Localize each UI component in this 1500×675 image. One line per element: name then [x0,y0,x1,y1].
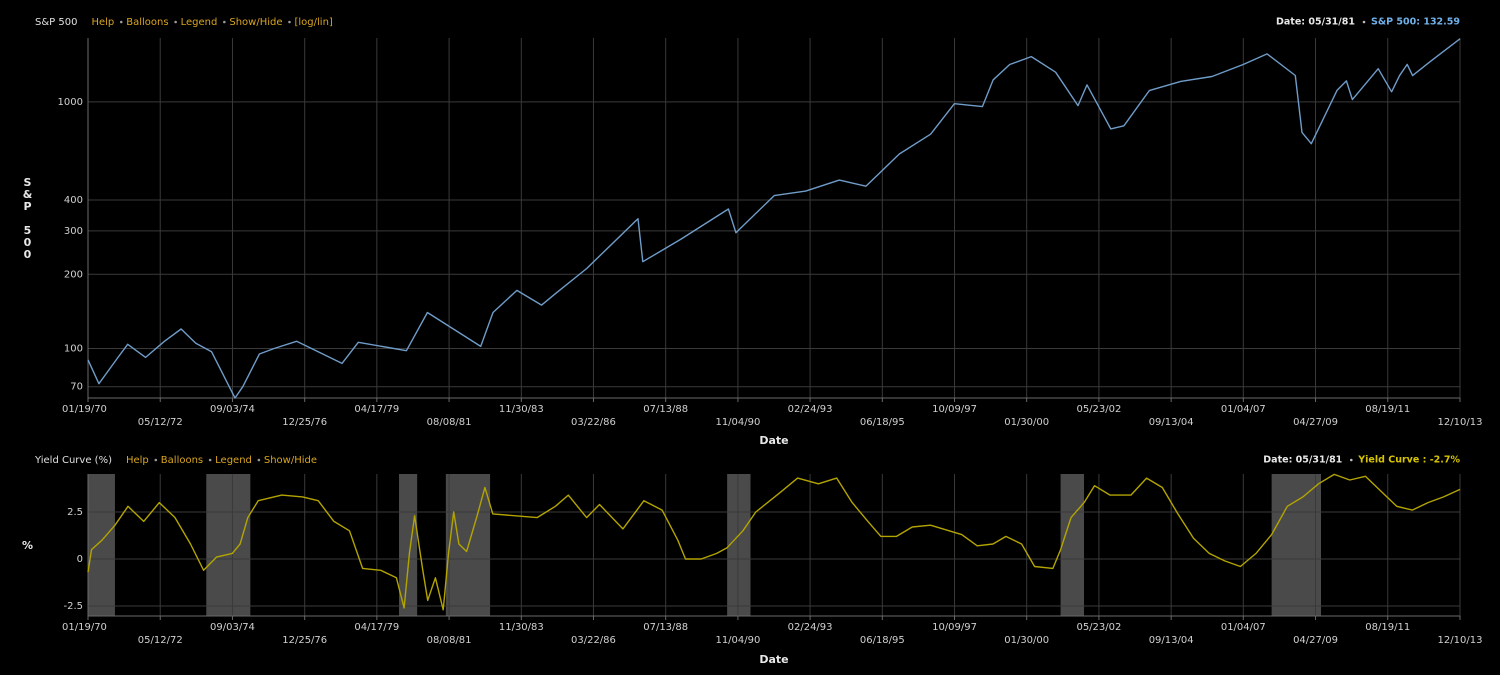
recession-band [399,474,418,616]
x-tick-label: 01/19/70 [62,622,107,633]
data-line [87,473,1461,611]
data-line [87,38,1461,399]
status-separator [1362,20,1366,24]
x-tick-label: 08/19/11 [1365,622,1410,633]
x-tick-label: 12/25/76 [282,417,327,428]
x-tick-label: 09/03/74 [210,622,255,633]
x-tick-label: 11/30/83 [499,622,544,633]
status-separator [1349,458,1353,462]
x-tick-label: 04/27/09 [1293,417,1338,428]
header-link[interactable]: Show/Hide [229,17,282,28]
y-tick-label: 1000 [58,97,83,108]
link-separator [223,20,226,24]
x-tick-label: 05/23/02 [1076,622,1121,633]
y-tick-label: 0 [77,554,83,565]
status-value: Yield Curve : -2.7% [1357,455,1460,466]
header-link[interactable]: Balloons [161,455,203,466]
y-tick-label: 400 [64,195,83,206]
x-tick-label: 02/24/93 [788,622,833,633]
x-tick-label: 12/25/76 [282,635,327,646]
status-date: Date: 05/31/81 [1276,17,1355,28]
link-separator [257,458,261,462]
x-tick-label: 02/24/93 [788,404,833,415]
x-tick-label: 01/19/70 [62,404,107,415]
header-link[interactable]: Help [91,17,114,28]
recession-band [206,474,251,616]
x-tick-label: 01/04/07 [1221,622,1266,633]
y-tick-label: 70 [70,382,83,393]
chart-title: S&P 500 [35,17,77,28]
y-tick-label: 2.5 [67,507,83,518]
status-value: S&P 500: 132.59 [1371,17,1460,28]
x-axis-title: Date [759,434,788,447]
y-tick-label: 200 [64,269,83,280]
x-tick-label: 05/23/02 [1076,404,1121,415]
y-tick-label: 100 [64,344,83,355]
x-tick-label: 11/04/90 [715,635,760,646]
link-separator [288,20,291,24]
status-date: Date: 05/31/81 [1263,455,1342,466]
x-tick-label: 11/04/90 [715,417,760,428]
recession-band [1271,474,1322,616]
x-tick-label: 10/09/97 [932,622,977,633]
x-axis-title: Date [759,653,788,666]
x-tick-label: 03/22/86 [571,635,616,646]
x-tick-label: 01/30/00 [1004,417,1049,428]
x-tick-label: 10/09/97 [932,404,977,415]
x-tick-label: 08/08/81 [427,417,472,428]
x-tick-label: 09/13/04 [1149,417,1194,428]
recession-band [727,474,751,616]
recession-band [88,474,115,616]
x-tick-label: 01/30/00 [1004,635,1049,646]
header-link[interactable]: Legend [181,17,218,28]
header-link[interactable]: Show/Hide [264,455,317,466]
link-separator [119,20,123,24]
y-tick-label: 300 [64,226,83,237]
x-tick-label: 12/10/13 [1438,635,1483,646]
header-link[interactable]: Balloons [126,17,168,28]
x-tick-label: 09/13/04 [1149,635,1194,646]
y-tick-label: -2.5 [63,601,83,612]
x-tick-label: 04/17/79 [354,404,399,415]
header-link[interactable]: Legend [215,455,252,466]
x-tick-label: 05/12/72 [138,417,183,428]
x-tick-label: 11/30/83 [499,404,544,415]
link-separator [174,20,177,24]
x-tick-label: 04/27/09 [1293,635,1338,646]
header-link[interactable]: Help [126,455,149,466]
y-axis-title: % [21,539,34,551]
x-tick-label: 08/19/11 [1365,404,1410,415]
recession-band [1060,474,1085,616]
link-separator [154,458,158,462]
x-tick-label: 04/17/79 [354,622,399,633]
x-tick-label: 06/18/95 [860,417,905,428]
header-link[interactable]: [log/lin] [295,17,333,28]
x-tick-label: 09/03/74 [210,404,255,415]
x-tick-label: 03/22/86 [571,417,616,428]
link-separator [208,458,212,462]
y-axis-title: S&P 500 [21,176,34,260]
chart-title: Yield Curve (%) [34,455,112,466]
x-tick-label: 07/13/88 [643,404,688,415]
x-tick-label: 07/13/88 [643,622,688,633]
x-tick-label: 08/08/81 [427,635,472,646]
x-tick-label: 06/18/95 [860,635,905,646]
x-tick-label: 05/12/72 [138,635,183,646]
x-tick-label: 01/04/07 [1221,404,1266,415]
x-tick-label: 12/10/13 [1438,417,1483,428]
